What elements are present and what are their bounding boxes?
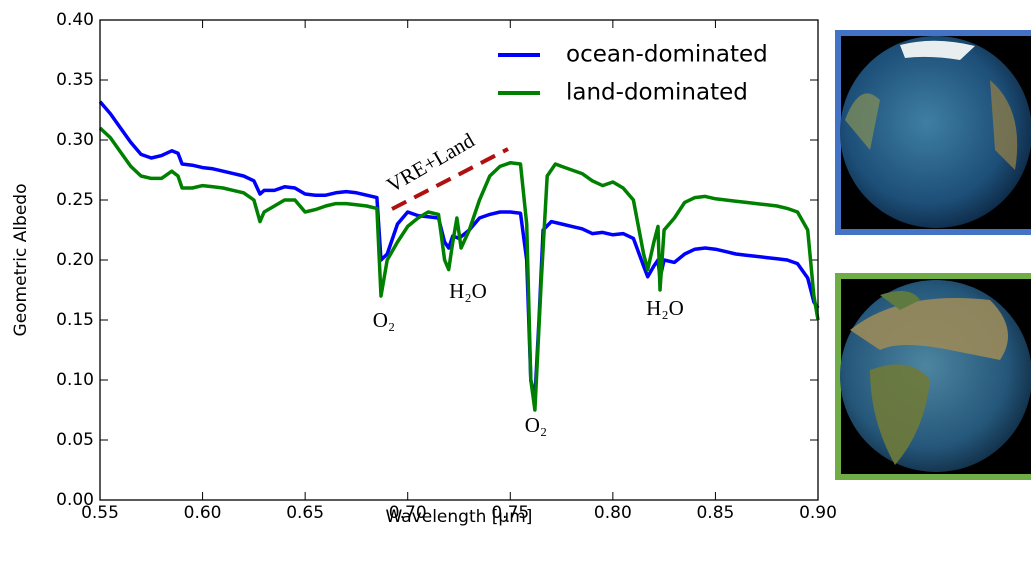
x-tick-label: 0.80 — [594, 503, 632, 523]
y-axis-label: Geometric Albedo — [11, 184, 31, 337]
y-tick-label: 0.30 — [56, 130, 94, 150]
y-tick-label: 0.40 — [56, 10, 94, 30]
annotation: H₂O — [449, 279, 487, 303]
x-tick-label: 0.85 — [696, 503, 734, 523]
legend-label: ocean-dominated — [566, 42, 768, 68]
annotation: O₂ — [525, 413, 548, 437]
land-earth-image — [835, 273, 1031, 480]
legend-label: land-dominated — [566, 80, 748, 106]
series-line — [98, 126, 820, 412]
annotation: O₂ — [373, 308, 396, 332]
x-axis-label: Wavelength [μm] — [386, 507, 533, 527]
x-tick-label: 0.60 — [184, 503, 222, 523]
ocean-earth-image — [835, 30, 1031, 235]
x-tick-label: 0.75 — [491, 503, 529, 523]
y-tick-label: 0.05 — [56, 430, 94, 450]
y-tick-label: 0.10 — [56, 370, 94, 390]
vre-dashed-line — [391, 147, 509, 211]
x-tick-label: 0.65 — [286, 503, 324, 523]
plot-frame — [99, 19, 819, 501]
y-tick-label: 0.25 — [56, 190, 94, 210]
annotation: VRE+Land — [383, 128, 479, 198]
y-tick-label: 0.00 — [56, 490, 94, 510]
x-tick-label: 0.70 — [389, 503, 427, 523]
x-tick-label: 0.90 — [799, 503, 837, 523]
y-tick-label: 0.35 — [56, 70, 94, 90]
annotation: H₂O — [646, 296, 684, 320]
x-tick-label: 0.55 — [81, 503, 119, 523]
y-tick-label: 0.20 — [56, 250, 94, 270]
y-tick-label: 0.15 — [56, 310, 94, 330]
